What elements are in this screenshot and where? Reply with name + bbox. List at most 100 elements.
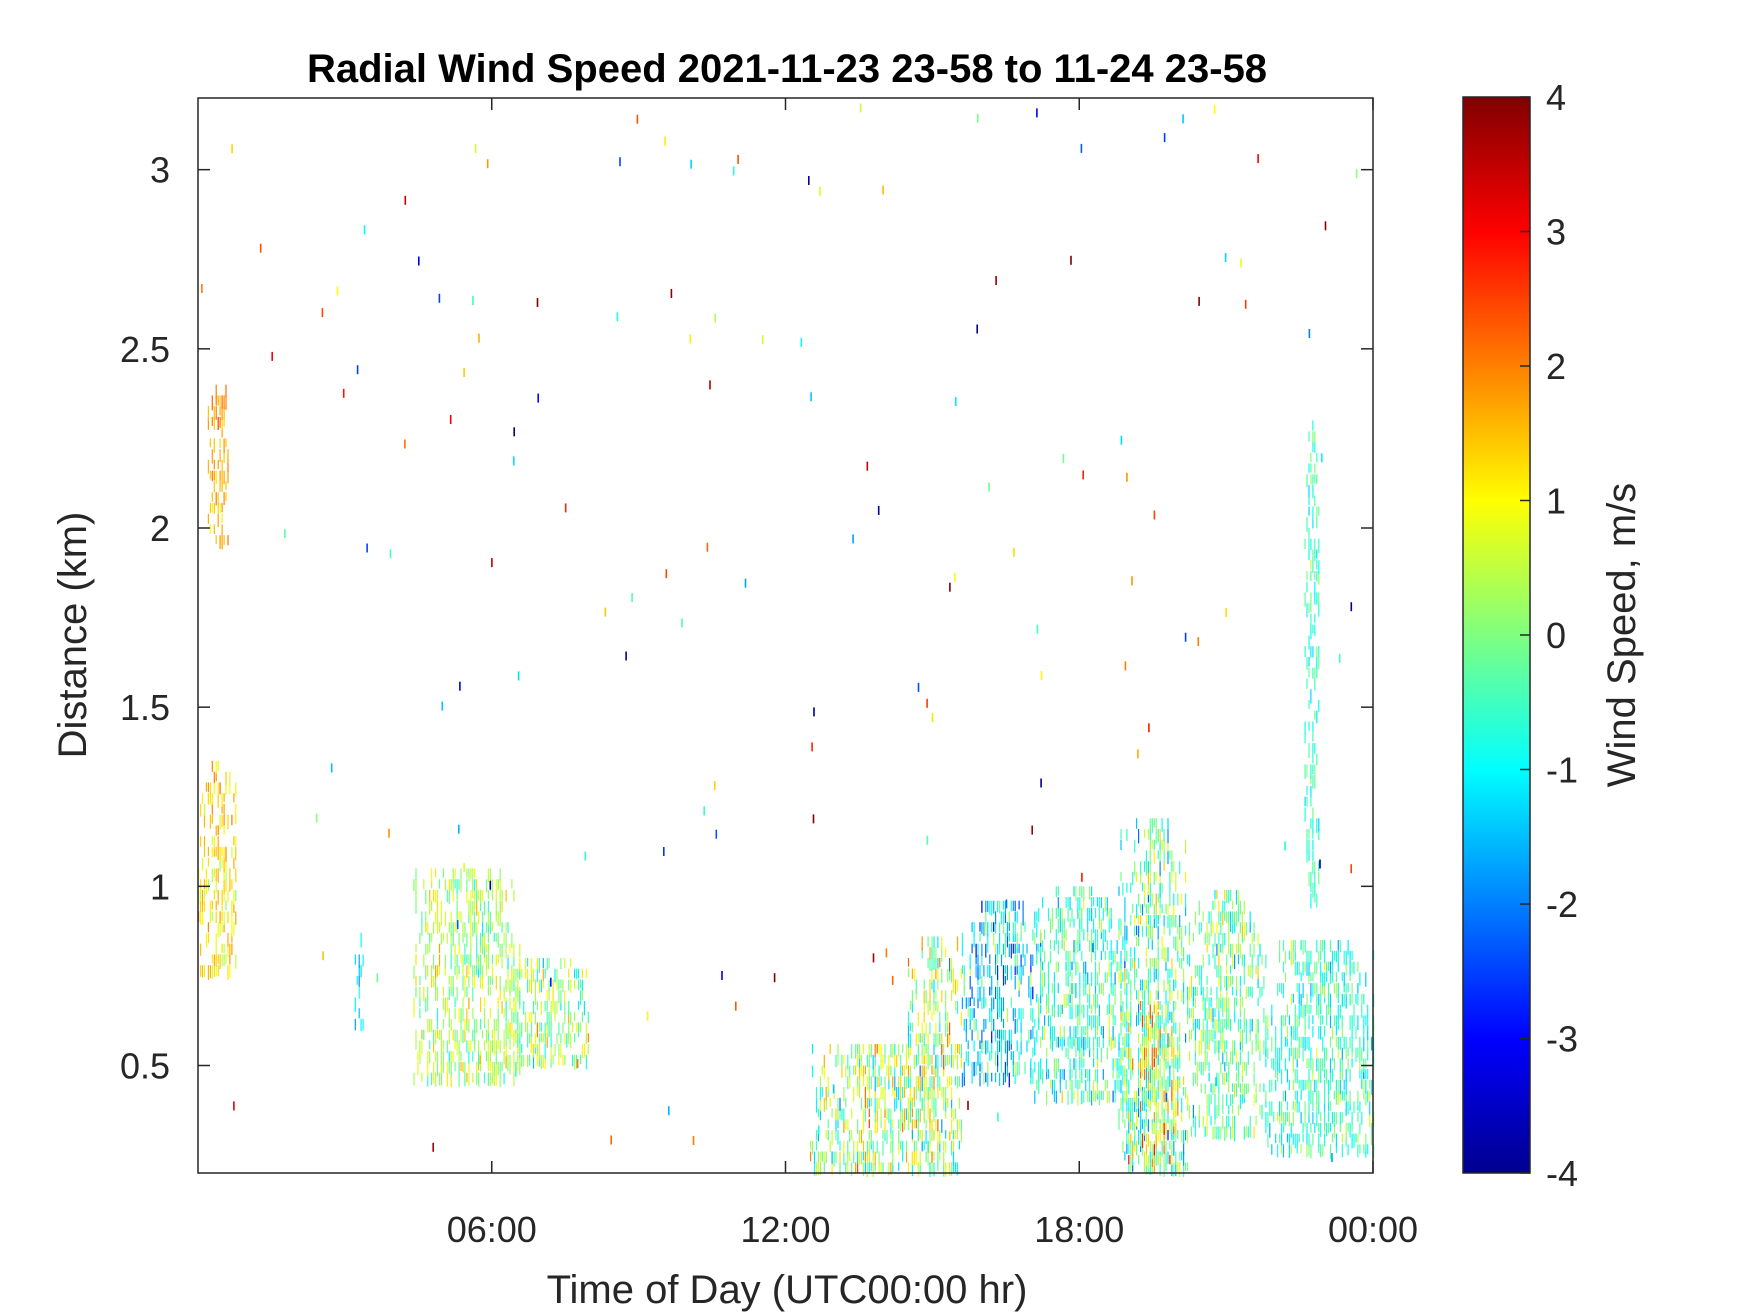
data-cell bbox=[217, 868, 219, 883]
data-cell bbox=[1098, 961, 1100, 976]
data-region bbox=[354, 932, 364, 1032]
data-cell bbox=[487, 1051, 489, 1067]
data-cell bbox=[882, 1130, 884, 1140]
data-cell bbox=[1124, 1151, 1126, 1161]
data-cell bbox=[1241, 1072, 1243, 1083]
data-cell bbox=[466, 932, 468, 948]
data-cell bbox=[819, 1108, 821, 1121]
data-cell bbox=[1085, 983, 1087, 996]
data-cell bbox=[1208, 1029, 1210, 1045]
data-cell bbox=[433, 1072, 435, 1084]
data-cell bbox=[1222, 932, 1224, 947]
data-cell bbox=[1145, 958, 1147, 968]
data-cell bbox=[993, 922, 995, 932]
data-cell bbox=[835, 1054, 837, 1067]
data-cell bbox=[1073, 918, 1075, 928]
data-cell bbox=[1292, 1133, 1294, 1145]
data-cell bbox=[1030, 954, 1032, 968]
data-cell bbox=[1006, 922, 1008, 937]
data-cell bbox=[1161, 1076, 1163, 1088]
data-cell bbox=[1243, 900, 1245, 914]
data-cell bbox=[1145, 1015, 1147, 1029]
data-cell bbox=[1173, 1112, 1175, 1127]
data-cell bbox=[933, 1033, 935, 1045]
data-cell bbox=[462, 1029, 464, 1043]
data-cell bbox=[1363, 1036, 1365, 1052]
data-cell bbox=[1216, 922, 1218, 934]
data-cell bbox=[1343, 972, 1345, 986]
data-cell bbox=[1224, 1040, 1226, 1054]
data-cell bbox=[474, 965, 476, 977]
data-cell bbox=[1338, 653, 1341, 663]
data-cell bbox=[503, 1029, 505, 1044]
data-cell bbox=[519, 1054, 521, 1065]
data-cell bbox=[1214, 1083, 1216, 1094]
data-cell bbox=[1208, 1094, 1210, 1108]
data-cell bbox=[1177, 1130, 1179, 1139]
data-cell bbox=[1079, 929, 1081, 945]
data-cell bbox=[1177, 1087, 1179, 1100]
data-cell bbox=[913, 1151, 915, 1166]
data-cell bbox=[515, 986, 517, 998]
data-cell bbox=[497, 911, 499, 927]
data-cell bbox=[921, 1033, 923, 1043]
data-cell bbox=[1350, 864, 1352, 874]
data-cell bbox=[1316, 893, 1318, 908]
data-cell bbox=[1002, 943, 1005, 955]
data-cell bbox=[1312, 1112, 1314, 1124]
data-cell bbox=[1302, 940, 1304, 955]
data-cell bbox=[900, 1087, 902, 1101]
data-cell bbox=[868, 1130, 870, 1140]
data-cell bbox=[1047, 983, 1050, 994]
data-cell bbox=[847, 1140, 849, 1155]
data-cell bbox=[223, 406, 225, 419]
data-cell bbox=[929, 1140, 931, 1154]
data-cell bbox=[1143, 1069, 1146, 1081]
data-cell bbox=[991, 900, 993, 916]
data-cell bbox=[440, 932, 442, 945]
data-cell bbox=[1030, 1061, 1032, 1077]
data-cell bbox=[1306, 1122, 1308, 1138]
data-cell bbox=[1132, 1097, 1134, 1111]
data-cell bbox=[1047, 907, 1050, 921]
data-cell bbox=[491, 879, 493, 892]
data-cell bbox=[915, 979, 917, 995]
data-cell bbox=[217, 965, 219, 977]
data-cell bbox=[872, 1065, 874, 1078]
data-cell bbox=[1096, 940, 1099, 951]
data-cell bbox=[1116, 1079, 1118, 1090]
data-cell bbox=[1153, 1090, 1155, 1106]
data-cell bbox=[1320, 1026, 1322, 1040]
data-cell bbox=[979, 1040, 981, 1050]
data-cell bbox=[1147, 1047, 1149, 1062]
data-cell bbox=[1198, 1115, 1200, 1128]
data-cell bbox=[1361, 1047, 1363, 1061]
data-cell bbox=[981, 997, 983, 1010]
data-cell bbox=[558, 1044, 560, 1055]
data-cell bbox=[1335, 983, 1337, 999]
data-cell bbox=[1230, 965, 1232, 975]
data-cell bbox=[1153, 1047, 1155, 1058]
data-cell bbox=[1275, 1133, 1277, 1144]
data-cell bbox=[888, 1054, 890, 1067]
data-cell bbox=[1108, 1090, 1110, 1103]
data-cell bbox=[1188, 932, 1191, 946]
data-cell bbox=[1210, 986, 1212, 996]
data-cell bbox=[904, 1065, 906, 1076]
data-cell bbox=[1165, 1079, 1167, 1091]
data-cell bbox=[1324, 1101, 1326, 1112]
data-cell bbox=[491, 1040, 493, 1053]
data-cell bbox=[900, 1119, 902, 1131]
data-cell bbox=[1310, 1047, 1312, 1061]
data-cell bbox=[513, 943, 515, 958]
data-cell bbox=[1286, 1069, 1288, 1083]
data-cell bbox=[1118, 1047, 1120, 1057]
data-cell bbox=[1155, 1122, 1157, 1136]
data-cell bbox=[1069, 1079, 1071, 1091]
data-cell bbox=[703, 806, 705, 816]
data-cell bbox=[915, 1087, 917, 1100]
data-cell bbox=[1298, 1015, 1300, 1027]
data-cell bbox=[1310, 1122, 1312, 1133]
data-cell bbox=[1049, 1036, 1052, 1050]
data-cell bbox=[1153, 904, 1155, 920]
